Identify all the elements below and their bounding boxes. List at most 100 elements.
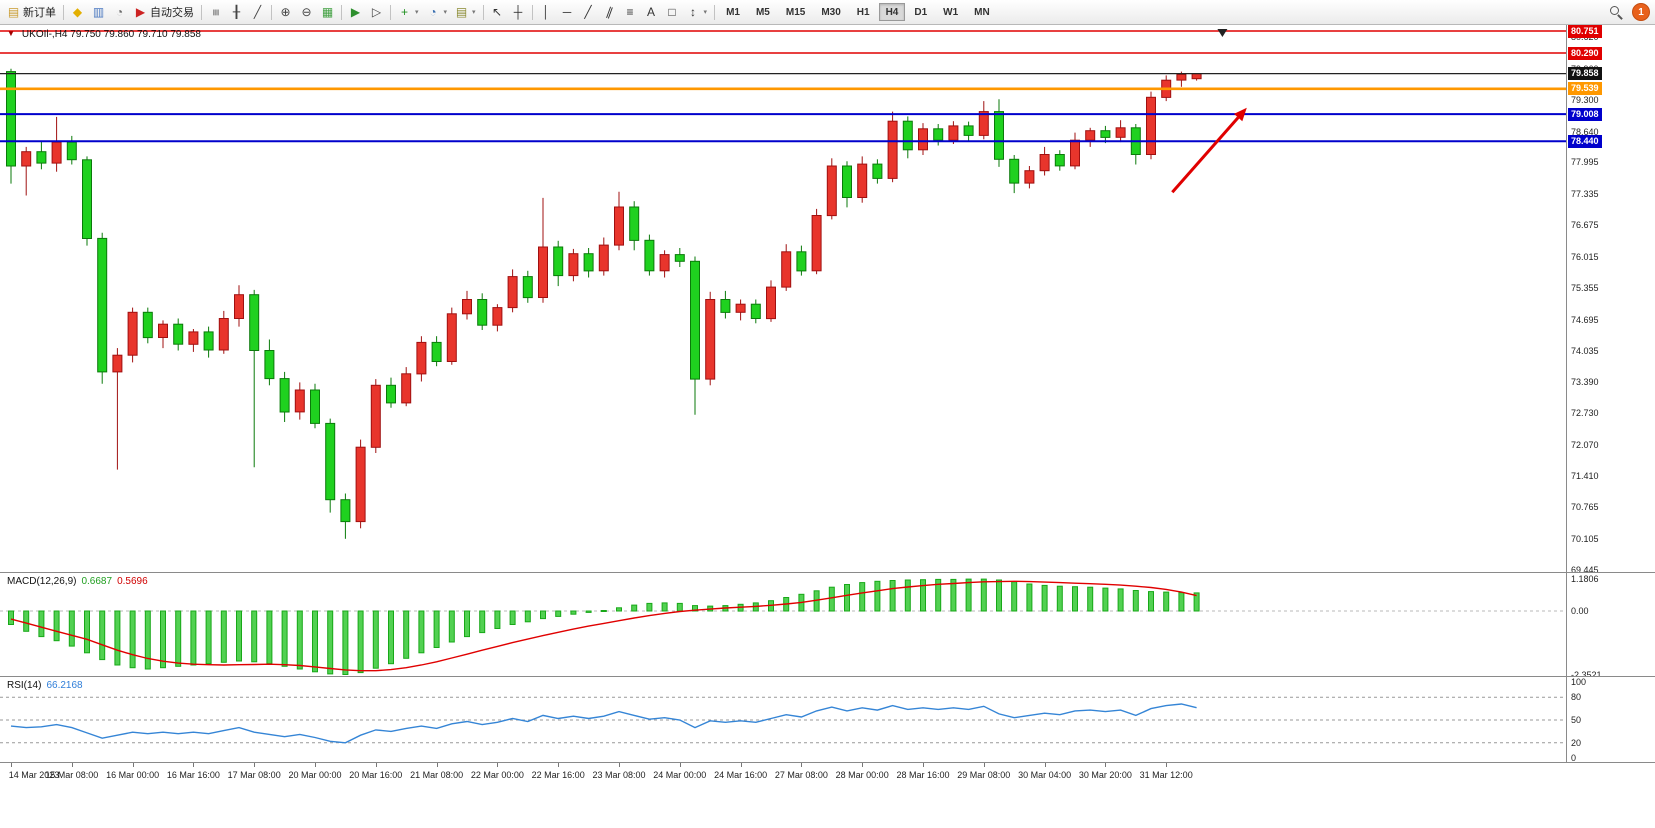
dropdown-arrow-icon: ▾ xyxy=(703,9,708,16)
objects-icon: ◆ xyxy=(72,4,83,19)
timeframe-h4[interactable]: H4 xyxy=(878,3,906,21)
trend-arrow-annotation xyxy=(1171,107,1247,194)
axis-label: 77.335 xyxy=(1571,188,1599,199)
axis-label: 69.445 xyxy=(1571,565,1599,575)
fibonacci-icon[interactable]: ≡ xyxy=(620,2,641,22)
time-label: 14 Mar 2023 xyxy=(8,770,60,780)
macd-main-value: 0.6687 xyxy=(81,576,113,587)
channel-icon[interactable]: ∥ xyxy=(599,2,620,22)
text-icon: A xyxy=(647,4,656,19)
macd-canvas[interactable] xyxy=(0,573,1566,677)
chart-shift-icon: ▷ xyxy=(371,4,382,19)
bar-chart-icon[interactable]: ≡ xyxy=(205,2,226,22)
time-label: 20 Mar 00:00 xyxy=(288,770,342,780)
objects-icon[interactable]: ◆ xyxy=(67,2,88,22)
shapes-icon[interactable]: □ xyxy=(662,2,683,22)
time-label: 30 Mar 04:00 xyxy=(1018,770,1072,780)
new-order-button-label: 新订单 xyxy=(23,7,56,19)
timeframe-h1[interactable]: H1 xyxy=(850,3,877,21)
axis-label: 78.640 xyxy=(1571,126,1599,137)
time-tick xyxy=(679,763,681,767)
notification-badge[interactable]: 1 xyxy=(1632,3,1650,21)
indicators-icon[interactable]: + ▾ xyxy=(394,2,423,22)
templates-icon[interactable]: ▤ ▾ xyxy=(451,2,480,22)
axis-label: 0 xyxy=(1571,753,1577,763)
tile-windows-icon: ▦ xyxy=(321,4,334,19)
zoom-in-icon[interactable]: ⊕ xyxy=(275,2,296,22)
macd-histogram xyxy=(8,578,1200,675)
time-label: 28 Mar 00:00 xyxy=(835,770,889,780)
time-label: 22 Mar 16:00 xyxy=(531,770,585,780)
toolbar: ▤ 新订单 ◆ ▥ ◔ ▶ 自动交易 ≡ ╂ ╱ ⊕ ⊖ ▦ ▶ ▷ + ▾ ◔ ▾ ▤ ▾ ↖ ┼ │ ─ ╱ ∥ ≡ A □ ↕ ▾ M1 M… xyxy=(0,0,1655,25)
periods-icon: ◔ xyxy=(429,4,437,19)
timeframe-w1[interactable]: W1 xyxy=(936,3,965,21)
axis-label: 74.035 xyxy=(1571,346,1599,357)
time-label: 16 Mar 16:00 xyxy=(166,770,220,780)
arrows-icon: ↕ xyxy=(690,4,697,19)
price-badge: 79.539 xyxy=(1568,82,1602,96)
time-tick xyxy=(375,763,377,767)
crosshair-icon[interactable]: ┼ xyxy=(508,2,529,22)
market-watch-icon: ▥ xyxy=(92,4,105,19)
main-chart-panel[interactable]: ▼ UKOIl-,H4 79.750 79.860 79.710 79.858 … xyxy=(0,24,1655,575)
periods-icon[interactable]: ◔ ▾ xyxy=(423,2,452,22)
market-watch-icon[interactable]: ▥ xyxy=(88,2,109,22)
new-order-button[interactable]: ▤ 新订单 xyxy=(3,2,60,22)
toolbar-separator xyxy=(531,4,533,20)
chart-shift-icon[interactable]: ▷ xyxy=(366,2,387,22)
autotrade-button[interactable]: ▶ 自动交易 xyxy=(130,2,198,22)
candles-series xyxy=(6,68,1202,539)
trendline-icon[interactable]: ╱ xyxy=(578,2,599,22)
timeframe-d1[interactable]: D1 xyxy=(907,3,934,21)
autotrade-button: ▶ xyxy=(135,4,146,19)
time-tick xyxy=(558,763,560,767)
macd-panel[interactable]: MACD(12,26,9) 0.6687 0.5696 1.1806 0.00 -2… xyxy=(0,572,1655,680)
line-chart-icon: ╱ xyxy=(253,4,262,19)
toolbar-separator xyxy=(482,4,484,20)
axis-label: 73.390 xyxy=(1571,376,1599,387)
cursor-icon: ↖ xyxy=(492,4,503,19)
navigator-icon[interactable]: ◔ xyxy=(109,2,130,22)
candlestick-chart-icon[interactable]: ╂ xyxy=(226,2,247,22)
cursor-icon[interactable]: ↖ xyxy=(487,2,508,22)
price-axis[interactable]: 80.62079.96079.30078.64077.99577.33576.6… xyxy=(1567,24,1655,575)
rsi-canvas[interactable] xyxy=(0,677,1566,763)
time-tick xyxy=(1105,763,1107,767)
axis-label: 72.730 xyxy=(1571,408,1599,419)
timeframe-m30[interactable]: M30 xyxy=(814,3,847,21)
rsi-panel[interactable]: RSI(14) 66.2168 100 80 50 20 0 xyxy=(0,676,1655,763)
one-click-trading-toggle[interactable]: ▼ xyxy=(7,29,15,38)
time-tick xyxy=(315,763,316,767)
auto-scroll-icon[interactable]: ▶ xyxy=(345,2,366,22)
timeframe-m15[interactable]: M15 xyxy=(779,3,812,21)
axis-label: 76.015 xyxy=(1571,251,1599,262)
time-label: 24 Mar 00:00 xyxy=(653,770,707,780)
price-badge: 80.290 xyxy=(1568,46,1602,60)
chart-symbol-label: ▼ UKOIl-,H4 79.750 79.860 79.710 79.858 xyxy=(7,29,201,40)
time-tick xyxy=(983,763,985,767)
macd-axis[interactable]: 1.1806 0.00 -2.3521 xyxy=(1567,573,1655,679)
text-icon[interactable]: A xyxy=(641,2,662,22)
time-label: 16 Mar 00:00 xyxy=(106,770,160,780)
zoom-out-icon[interactable]: ⊖ xyxy=(296,2,317,22)
line-chart-icon[interactable]: ╱ xyxy=(247,2,268,22)
timeframe-mn[interactable]: MN xyxy=(967,3,997,21)
trendline-icon: ╱ xyxy=(584,4,592,19)
time-tick xyxy=(132,763,134,767)
timeframe-m5[interactable]: M5 xyxy=(749,3,777,21)
tile-windows-icon[interactable]: ▦ xyxy=(317,2,338,22)
time-tick xyxy=(1166,763,1168,767)
arrows-icon[interactable]: ↕ ▾ xyxy=(683,2,712,22)
vertical-line-icon[interactable]: │ xyxy=(536,2,557,22)
horizontal-line-icon[interactable]: ─ xyxy=(557,2,578,22)
axis-label: 70.105 xyxy=(1571,533,1599,544)
shapes-icon: □ xyxy=(668,4,676,19)
time-axis[interactable]: 14 Mar 2023 15 Mar 08:00 16 Mar 00:00 16 Ma… xyxy=(0,762,1655,788)
timeframe-m1[interactable]: M1 xyxy=(719,3,747,21)
main-chart-canvas[interactable] xyxy=(0,24,1566,572)
time-tick xyxy=(193,763,195,767)
rsi-axis[interactable]: 100 80 50 20 0 xyxy=(1567,677,1655,763)
search-icon[interactable] xyxy=(1609,5,1623,19)
time-tick xyxy=(254,763,256,767)
time-label: 24 Mar 16:00 xyxy=(714,770,768,780)
